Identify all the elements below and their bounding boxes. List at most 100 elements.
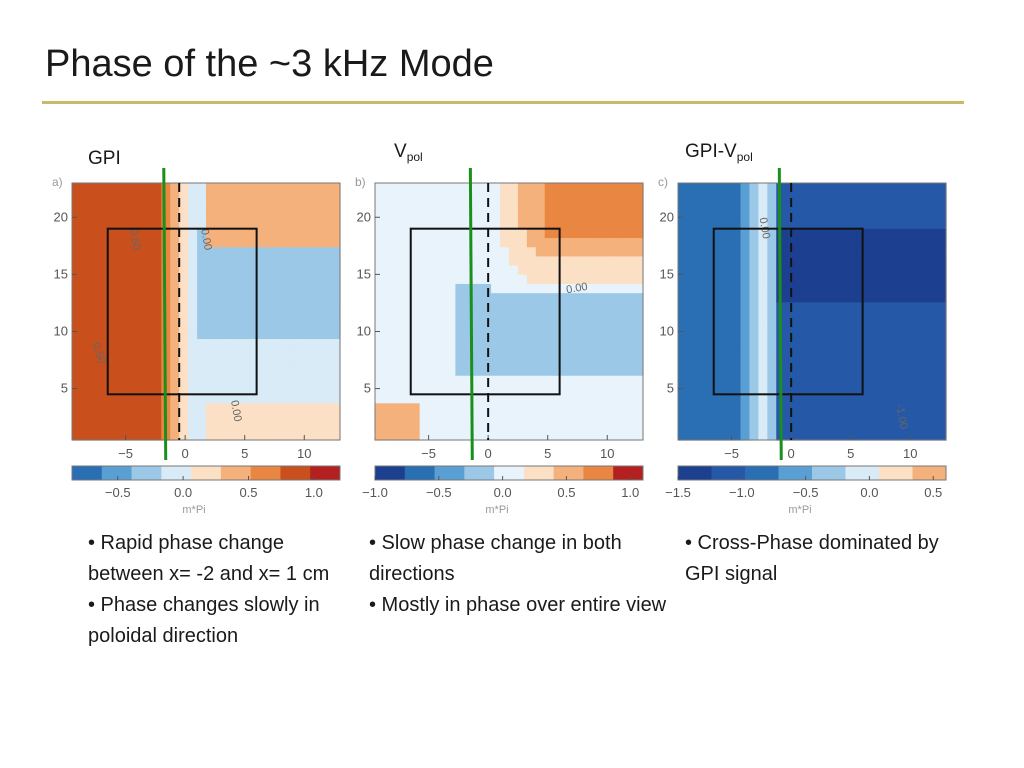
heatmap-cell [375,256,385,267]
heatmap-cell [731,219,742,230]
heatmap-cell [197,320,207,331]
heatmap-cell [678,228,688,239]
heatmap-cell [500,403,510,414]
heatmap-cell [455,366,465,377]
heatmap-cell [428,403,439,414]
heatmap-cell [401,329,412,340]
heatmap-cell [740,348,751,358]
heatmap-cell [446,293,456,303]
heatmap-cell [473,375,483,386]
heatmap-cell [80,192,91,202]
heatmap-cell [847,412,858,423]
heatmap-cell [500,320,510,331]
heatmap-cell [107,311,118,322]
panel-label-gpi-main: GPI [88,148,121,169]
heatmap-cell [704,302,715,313]
heatmap-cell [562,430,573,441]
heatmap-cell [428,210,439,221]
heatmap-cell [375,201,385,212]
panel-letter: b) [355,175,366,189]
heatmap-cell [134,183,145,193]
heatmap-cell [161,183,171,193]
heatmap-cell [874,183,885,193]
heatmap-cell [322,201,332,212]
heatmap-cell [313,384,323,395]
x-tick-label: 0 [182,446,189,461]
heatmap-cell [473,339,483,349]
heatmap-cell [874,265,885,276]
heatmap-cell [455,430,465,441]
heatmap-cell [277,403,287,414]
heatmap-cell [125,210,136,221]
heatmap-cell [607,192,617,202]
heatmap-cell [107,293,118,303]
heatmap-cell [616,421,626,432]
heatmap-cell [188,247,198,258]
heatmap-cell [937,228,947,239]
heatmap-cell [883,311,893,322]
heatmap-cell [544,357,555,368]
heatmap-cell [277,394,287,404]
heatmap-cell [331,265,341,276]
heatmap-cell [919,274,929,285]
heatmap-cell [749,329,759,340]
heatmap-cell [713,311,724,322]
heatmap-cell [526,183,537,193]
heatmap-cell [865,219,876,230]
heatmap-cell [286,394,296,404]
heatmap-cell [856,320,867,331]
heatmap-cell [704,348,715,358]
colorbar-segment [280,466,311,480]
heatmap-cell [616,366,626,377]
heatmap-cell [286,403,296,414]
heatmap-cell [401,421,412,432]
heatmap-cell [179,412,189,423]
heatmap-cell [589,412,599,423]
heatmap-cell [865,256,876,267]
heatmap-cell [544,329,555,340]
heatmap-cell [785,412,795,423]
heatmap-cell [544,375,555,386]
x-tick-label: 5 [847,446,854,461]
heatmap-cell [206,421,216,432]
heatmap-cell [695,283,706,294]
heatmap-cell [820,403,831,414]
heatmap-cell [829,366,840,377]
x-tick-label: −5 [118,446,133,461]
heatmap-cell [838,430,849,441]
heatmap-cell [500,357,510,368]
heatmap-cell [250,228,261,239]
heatmap-cell [375,375,385,386]
heatmap-cell [259,339,270,349]
heatmap-cell [419,210,430,221]
heatmap-cell [722,311,733,322]
heatmap-cell [98,210,109,221]
heatmap-cell [740,339,751,349]
heatmap-cell [116,339,127,349]
heatmap-cell [598,283,608,294]
heatmap-cell [455,219,465,230]
heatmap-cell [392,265,403,276]
heatmap-cell [928,394,938,404]
heatmap-cell [410,384,421,395]
heatmap-cell [143,366,153,377]
heatmap-cell [686,265,697,276]
heatmap-cell [812,247,822,258]
heatmap-cell [562,375,573,386]
heatmap-cell [241,403,252,414]
heatmap-cell [829,302,840,313]
heatmap-cell [286,357,296,368]
heatmap-cell [598,366,608,377]
heatmap-cell [749,274,759,285]
heatmap-cell [241,302,252,313]
heatmap-cell [731,348,742,358]
heatmap-cell [598,375,608,386]
heatmap-cell [72,311,82,322]
heatmap-cell [919,256,929,267]
heatmap-cell [535,403,546,414]
heatmap-cell [686,329,697,340]
heatmap-cell [686,403,697,414]
heatmap-cell [89,311,100,322]
heatmap-cell [125,366,136,377]
heatmap-cell [392,228,403,239]
